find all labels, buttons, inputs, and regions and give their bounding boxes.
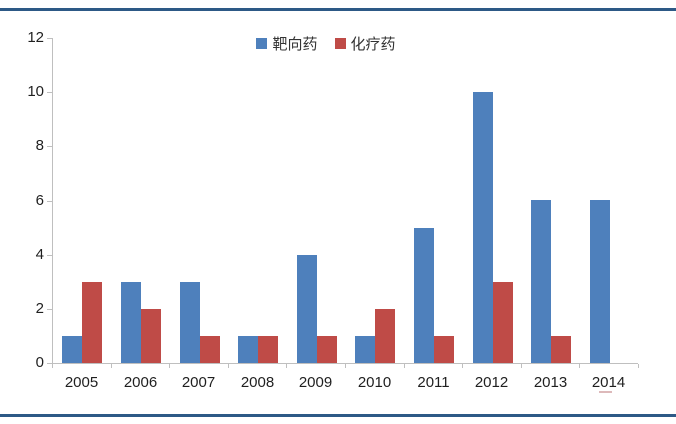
y-axis-tick [47, 309, 52, 310]
x-axis-label-2013: 2013 [533, 374, 568, 391]
bar-series0-2012 [473, 92, 493, 363]
y-axis-tick-label: 0 [35, 354, 44, 371]
x-axis-tick [345, 364, 346, 368]
bar-series1-2008 [258, 336, 278, 363]
bar-series0-2006 [121, 282, 141, 363]
y-axis-tick-label: 6 [35, 192, 44, 209]
bar-series0-2010 [355, 336, 375, 363]
x-axis-label-2010: 2010 [357, 374, 392, 391]
proofing-underline-artifact [599, 391, 612, 393]
x-axis-tick [579, 364, 580, 368]
x-axis-label-2005: 2005 [64, 374, 99, 391]
x-axis-label-2006: 2006 [123, 374, 158, 391]
x-axis-tick [286, 364, 287, 368]
x-axis-tick [169, 364, 170, 368]
bar-series0-2008 [238, 336, 258, 363]
bar-series1-2012 [493, 282, 513, 363]
y-axis-tick [47, 201, 52, 202]
legend-item-series0: 靶向药 [256, 33, 318, 54]
top-border-rule [0, 8, 676, 11]
x-axis-tick [52, 364, 53, 368]
bar-series1-2005 [82, 282, 102, 363]
legend-label: 靶向药 [272, 35, 318, 53]
legend-swatch-icon [256, 37, 268, 49]
x-axis-label-2009: 2009 [298, 374, 333, 391]
x-axis-line [52, 363, 638, 364]
x-axis-label-2014: 2014 [591, 374, 626, 391]
bar-series1-2009 [317, 336, 337, 363]
bar-series0-2011 [414, 228, 434, 363]
x-axis-tick [404, 364, 405, 368]
y-axis-line [52, 38, 53, 363]
y-axis-tick [47, 363, 52, 364]
x-axis-tick [638, 364, 639, 368]
bar-series0-2013 [531, 200, 551, 363]
chart-legend: 靶向药 化疗药 [0, 33, 652, 53]
bar-series1-2010 [375, 309, 395, 363]
y-axis-tick-label: 8 [35, 137, 44, 154]
x-axis-tick [111, 364, 112, 368]
bar-series0-2014 [590, 200, 610, 363]
bar-series1-2006 [141, 309, 161, 363]
y-axis-tick [47, 38, 52, 39]
bottom-border-rule [0, 414, 676, 417]
y-axis-tick [47, 92, 52, 93]
x-axis-tick [462, 364, 463, 368]
bar-series1-2007 [200, 336, 220, 363]
bar-series1-2011 [434, 336, 454, 363]
x-axis-label-2008: 2008 [240, 374, 275, 391]
legend-label: 化疗药 [350, 35, 396, 53]
legend-swatch-icon [334, 37, 346, 49]
y-axis-tick [47, 146, 52, 147]
legend-item-series1: 化疗药 [334, 33, 396, 54]
y-axis-tick-label: 12 [27, 29, 44, 46]
bar-series1-2013 [551, 336, 571, 363]
x-axis-label-2007: 2007 [181, 374, 216, 391]
x-axis-label-2011: 2011 [417, 374, 450, 391]
x-axis-tick [228, 364, 229, 368]
bar-series0-2009 [297, 255, 317, 363]
bar-series0-2005 [62, 336, 82, 363]
y-axis-tick [47, 255, 52, 256]
x-axis-label-2012: 2012 [474, 374, 509, 391]
x-axis-tick [521, 364, 522, 368]
y-axis-tick-label: 2 [35, 300, 44, 317]
bar-series0-2007 [180, 282, 200, 363]
y-axis-tick-label: 4 [35, 246, 44, 263]
y-axis-tick-label: 10 [27, 83, 44, 100]
